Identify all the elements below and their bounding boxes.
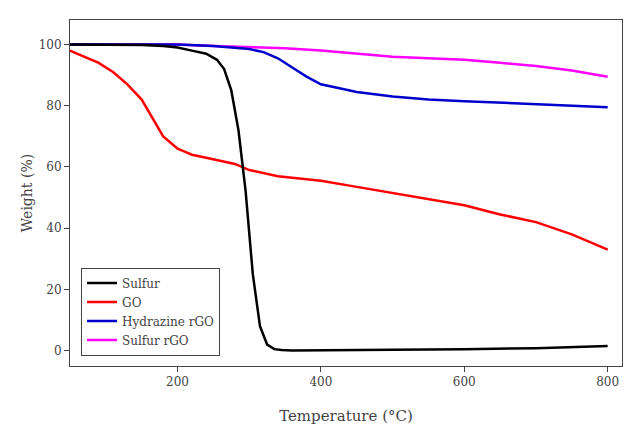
svg-text:100: 100 xyxy=(39,38,62,52)
svg-text:600: 600 xyxy=(453,375,476,389)
svg-text:400: 400 xyxy=(309,375,332,389)
svg-text:Temperature (°C): Temperature (°C) xyxy=(279,407,413,425)
svg-text:800: 800 xyxy=(596,375,619,389)
svg-text:Hydrazine rGO: Hydrazine rGO xyxy=(122,315,214,329)
svg-text:40: 40 xyxy=(46,221,61,235)
svg-text:GO: GO xyxy=(122,296,142,310)
svg-text:Sulfur: Sulfur xyxy=(122,277,160,291)
svg-text:20: 20 xyxy=(46,283,61,297)
svg-text:80: 80 xyxy=(46,99,61,113)
svg-text:Weight (%): Weight (%) xyxy=(19,154,35,232)
svg-text:200: 200 xyxy=(166,375,189,389)
svg-text:60: 60 xyxy=(46,160,61,174)
svg-text:Sulfur rGO: Sulfur rGO xyxy=(122,334,189,348)
svg-text:0: 0 xyxy=(54,344,62,358)
